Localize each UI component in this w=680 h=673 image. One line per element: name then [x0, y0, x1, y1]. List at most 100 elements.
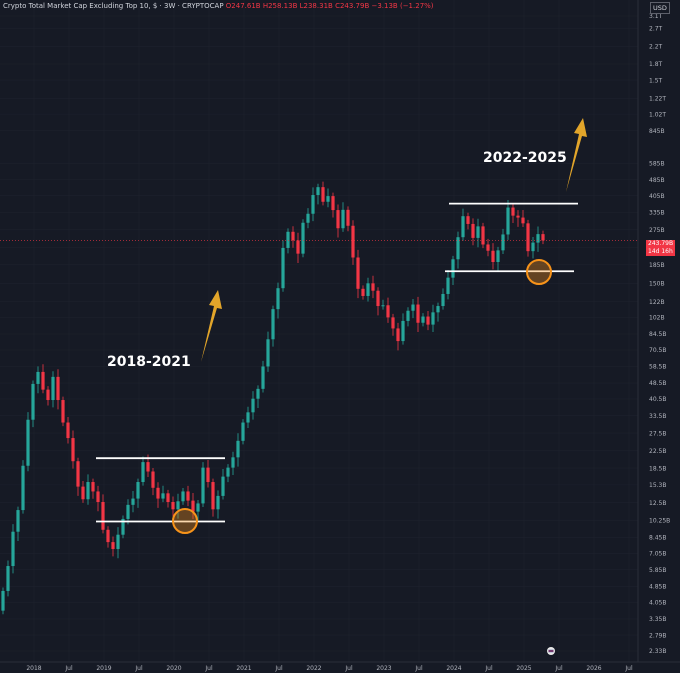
candle-body [216, 495, 220, 510]
candle-body [476, 226, 480, 238]
candle-body [146, 462, 150, 472]
candle-body [481, 226, 485, 245]
candle-body [431, 312, 435, 325]
candle-body [371, 283, 375, 291]
candle-body [381, 305, 385, 307]
candle-body [361, 288, 365, 296]
candle-body [531, 242, 535, 252]
candle-body [26, 419, 30, 466]
y-tick-label: 33.5B [649, 413, 666, 420]
up-arrow-icon [201, 290, 222, 362]
price-axis: 3.1T 2.7T 2.2T 1.8T 1.5T 1.22T 1.02T 845B 585B 48… [637, 0, 670, 662]
candle-body [296, 240, 300, 254]
y-tick-label: 2.2T [649, 43, 663, 50]
candle-body [136, 482, 140, 499]
y-tick-label: 1.22T [649, 96, 666, 103]
candle-body [141, 462, 145, 483]
candle-body [341, 209, 345, 229]
x-tick-label: 2023 [376, 665, 391, 672]
candle-body [31, 383, 35, 420]
y-tick-label: 102B [649, 315, 665, 322]
candle-body [466, 216, 470, 224]
candle-body [81, 486, 85, 500]
last-price-tag: 243.79B [646, 240, 676, 248]
x-tick-label: 2020 [166, 665, 181, 672]
y-tick-label: 84.5B [649, 331, 666, 338]
candle-body [106, 529, 110, 543]
candle-body [156, 487, 160, 499]
candle-body [261, 366, 265, 389]
candle-body [526, 223, 530, 252]
candle-body [351, 225, 355, 258]
candle-body [336, 210, 340, 229]
y-tick-label: 4.85B [649, 583, 666, 590]
candle-body [311, 195, 315, 214]
candle-body [281, 247, 285, 289]
y-tick-label: 1.8T [649, 61, 663, 68]
candle-body [246, 412, 250, 423]
y-tick-label: 2.79B [649, 632, 666, 639]
change-value: −3.13B (−1.27%) [371, 2, 434, 10]
candle-body [256, 388, 260, 399]
candle-body [411, 304, 415, 311]
candle-body [101, 502, 105, 530]
y-tick-label: 405B [649, 193, 665, 200]
level-lines [96, 202, 578, 523]
candle-body [76, 461, 80, 487]
candle-body [21, 465, 25, 511]
candle-body [226, 467, 230, 477]
x-tick-label: Jul [204, 665, 213, 672]
candle-body [511, 207, 515, 216]
chart-grid [0, 0, 638, 662]
x-tick-label: 2021 [236, 665, 251, 672]
y-tick-label: 1.5T [649, 77, 663, 84]
x-tick-label: Jul [484, 665, 493, 672]
candle-body [71, 438, 75, 462]
candle-body [441, 293, 445, 307]
candle-body [86, 482, 90, 500]
x-tick-label: Jul [134, 665, 143, 672]
candles [1, 181, 545, 615]
candle-body [376, 290, 380, 307]
candle-body [286, 231, 290, 248]
candle-body [36, 371, 40, 384]
candle-body [61, 400, 65, 423]
currency-button[interactable]: USD [650, 2, 670, 14]
candle-body [271, 309, 275, 340]
candle-body [436, 306, 440, 313]
x-tick-label: 2026 [586, 665, 601, 672]
annotation-2018-2021: 2018-2021 [107, 354, 191, 370]
candle-body [491, 250, 495, 263]
candle-body [116, 534, 120, 549]
up-arrow-icon [566, 118, 587, 192]
candle-body [196, 503, 200, 512]
candle-body [541, 234, 545, 241]
candle-body [1, 590, 5, 611]
candle-body [306, 213, 310, 223]
candle-body [6, 566, 10, 591]
candle-body [51, 376, 55, 401]
y-tick-label: 150B [649, 281, 665, 288]
candle-body [111, 542, 115, 549]
x-tick-label: 2025 [516, 665, 531, 672]
candle-body [501, 234, 505, 251]
close-value: C243.79B [335, 2, 370, 10]
y-tick-label: 48.5B [649, 380, 666, 387]
candle-body [356, 257, 360, 289]
y-tick-label: 27.5B [649, 430, 666, 437]
y-tick-label: 22.5B [649, 448, 666, 455]
x-tick-label: 2018 [26, 665, 41, 672]
y-tick-label: 18.5B [649, 465, 666, 472]
chart-header: Crypto Total Market Cap Excluding Top 10… [3, 2, 434, 10]
support-test-circle-2020 [172, 508, 198, 534]
y-tick-label: 185B [649, 262, 665, 269]
candle-body [16, 510, 20, 532]
symbol-name[interactable]: Crypto Total Market Cap Excluding Top 10… [3, 2, 224, 10]
candle-body [231, 457, 235, 468]
candle-body [186, 491, 190, 501]
candle-body [236, 440, 240, 458]
candle-body [161, 493, 165, 499]
candle-body [211, 482, 215, 510]
candle-body [406, 310, 410, 321]
